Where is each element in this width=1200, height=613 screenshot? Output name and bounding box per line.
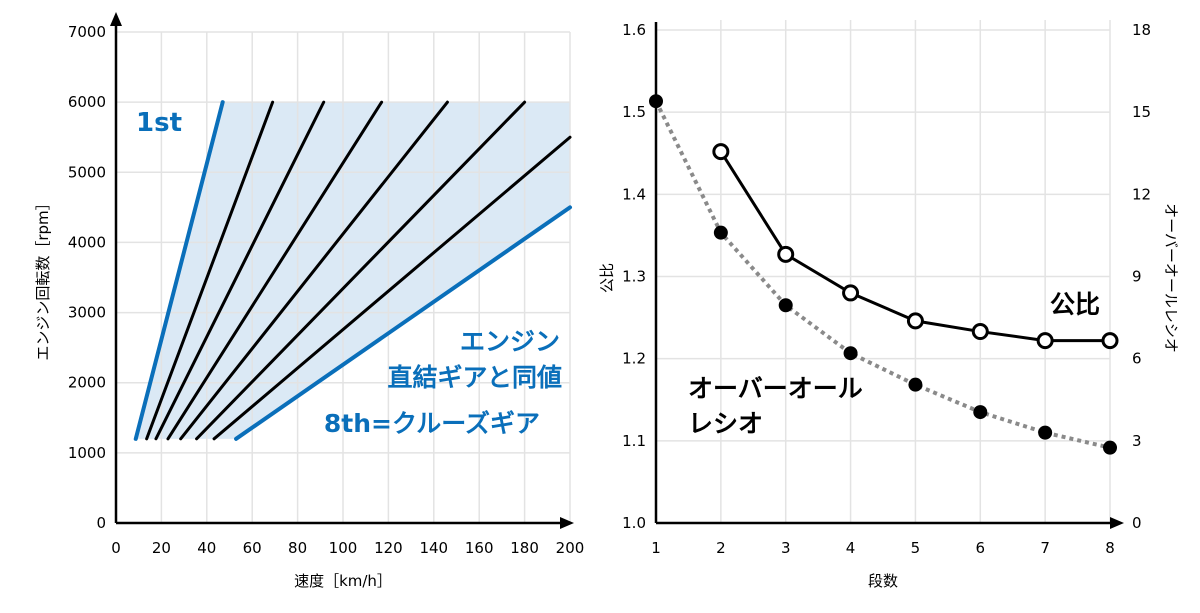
overall-ratio-point xyxy=(649,94,663,109)
x-tick-label: 1 xyxy=(651,539,661,557)
y-tick-label: 4000 xyxy=(68,233,106,251)
ratio-point xyxy=(712,143,730,161)
annotation-ratio: 公比 xyxy=(1050,290,1100,319)
x-tick-label: 40 xyxy=(197,539,216,557)
y-tick-label-right: 9 xyxy=(1132,268,1142,286)
overall-ratio-point xyxy=(1038,425,1053,440)
gear-line-5 xyxy=(179,100,449,441)
right-right-y-axis-label: オーバーオールレシオ xyxy=(1162,203,1180,353)
x-tick-label: 6 xyxy=(976,539,986,557)
ratio-point xyxy=(842,284,860,302)
x-tick-label: 7 xyxy=(1040,539,1050,557)
overall-ratio-point xyxy=(843,346,858,361)
y-tick-label-right: 15 xyxy=(1132,103,1151,121)
y-tick-label-right: 0 xyxy=(1132,514,1142,532)
left-x-axis-label: 速度［km/h］ xyxy=(294,572,392,590)
overall-ratio-line xyxy=(654,100,1111,450)
y-tick-label-left: 1.6 xyxy=(622,21,646,39)
x-tick-label: 8 xyxy=(1105,539,1115,557)
x-tick-label: 5 xyxy=(911,539,921,557)
x-tick-label: 60 xyxy=(243,539,262,557)
x-tick-label: 20 xyxy=(152,539,171,557)
right-left-y-axis-label: 公比 xyxy=(598,263,616,293)
annotation-8th-cruise: 8th=クルーズギア xyxy=(324,409,540,438)
x-tick-label: 2 xyxy=(716,539,726,557)
annotation-1st: 1st xyxy=(136,108,182,138)
ratio-point xyxy=(777,245,795,263)
gear-line-1 xyxy=(133,100,225,441)
x-tick-label: 160 xyxy=(465,539,494,557)
gear-line-6 xyxy=(195,100,527,441)
y-tick-label-left: 1.0 xyxy=(622,514,646,532)
y-tick-label: 3000 xyxy=(68,304,106,322)
left-y-axis-label: エンジン回転数［rpm］ xyxy=(34,195,52,360)
gear-line-3 xyxy=(154,100,326,441)
annotation-direct-gear: 直結ギアと同値 xyxy=(387,363,562,392)
y-tick-label-right: 3 xyxy=(1132,432,1142,450)
overall-ratio-point xyxy=(908,377,923,392)
ratio-point xyxy=(971,323,989,341)
gear-line-8 xyxy=(234,205,572,441)
gear-line-2 xyxy=(145,100,275,441)
x-tick-label: 200 xyxy=(556,539,585,557)
y-tick-label-right: 18 xyxy=(1132,21,1151,39)
ratio-point xyxy=(906,312,924,330)
y-tick-label-left: 1.4 xyxy=(622,185,646,203)
x-tick-label: 3 xyxy=(781,539,791,557)
y-tick-label: 2000 xyxy=(68,374,106,392)
ratio-point xyxy=(1101,332,1119,350)
annotation-ratio-2: レシオ xyxy=(688,409,763,438)
y-tick-label: 7000 xyxy=(68,23,106,41)
shaded-range xyxy=(135,102,570,439)
y-tick-label-left: 1.5 xyxy=(622,103,646,121)
y-tick-label-right: 6 xyxy=(1132,350,1142,368)
y-tick-label-right: 12 xyxy=(1132,185,1151,203)
gear-line-4 xyxy=(166,100,384,441)
x-tick-label: 180 xyxy=(510,539,539,557)
x-tick-label: 120 xyxy=(374,539,403,557)
y-tick-label: 5000 xyxy=(68,163,106,181)
y-tick-label: 0 xyxy=(96,514,106,532)
overall-ratio-point xyxy=(778,298,793,313)
x-tick-label: 100 xyxy=(329,539,358,557)
x-tick-label: 140 xyxy=(419,539,448,557)
overall-ratio-point xyxy=(713,225,728,240)
y-axis-arrow xyxy=(110,12,122,26)
overall-ratio-point xyxy=(973,405,988,420)
x-tick-label: 0 xyxy=(111,539,121,557)
x-tick-label: 4 xyxy=(846,539,856,557)
y-tick-label-left: 1.1 xyxy=(622,432,646,450)
y-tick-label: 6000 xyxy=(68,93,106,111)
y-tick-label-left: 1.2 xyxy=(622,350,646,368)
x-axis-arrow xyxy=(1110,517,1124,529)
overall-ratio-point xyxy=(1103,440,1117,455)
gear-line-7 xyxy=(212,135,572,441)
annotation-overall: オーバーオール xyxy=(688,374,863,403)
right-x-axis-label: 段数 xyxy=(868,572,898,590)
x-tick-label: 80 xyxy=(288,539,307,557)
engine-speed-chart: 0 20 40 60 80 100 120 140 160 180 2000100020003000… xyxy=(68,12,585,557)
ratio-point xyxy=(1036,332,1054,350)
y-tick-label: 1000 xyxy=(68,444,106,462)
x-axis-arrow xyxy=(560,517,574,529)
y-tick-label-left: 1.3 xyxy=(622,268,646,286)
annotation-engine: エンジン xyxy=(460,327,560,356)
